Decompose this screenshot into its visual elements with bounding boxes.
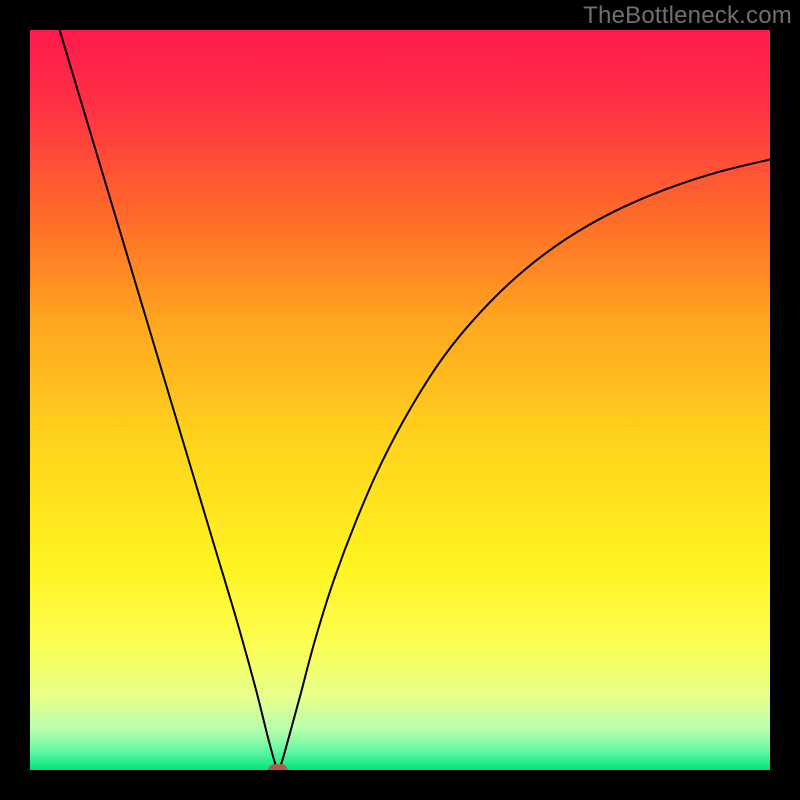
chart-svg bbox=[0, 0, 800, 800]
watermark-text: TheBottleneck.com bbox=[583, 2, 792, 30]
plot-background-gradient bbox=[30, 30, 770, 770]
figure-root: TheBottleneck.com bbox=[0, 0, 800, 800]
